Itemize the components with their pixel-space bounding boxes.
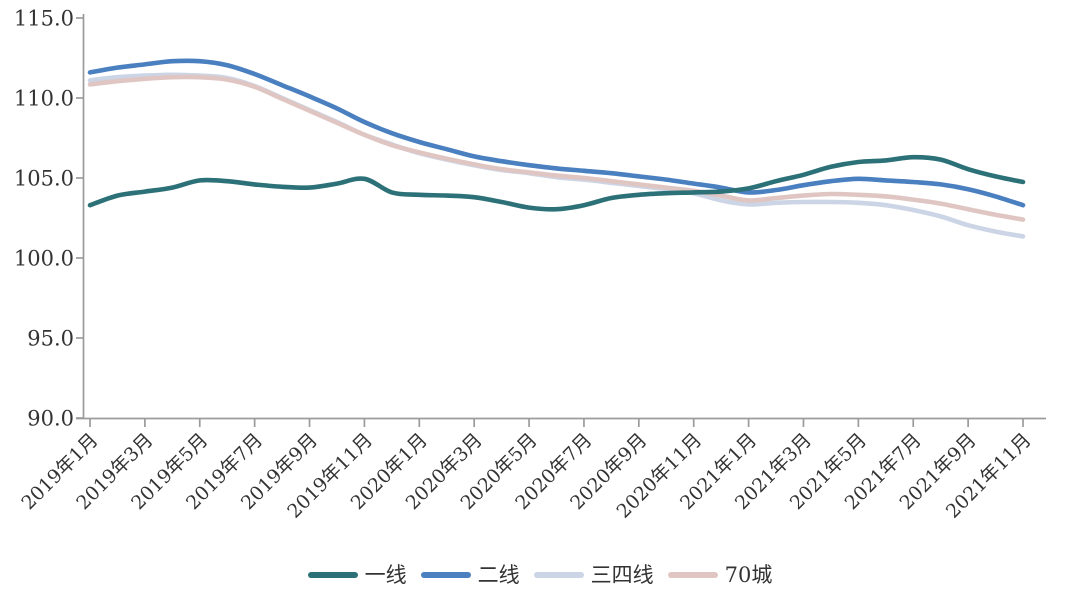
legend-line-swatch-erxian bbox=[420, 572, 471, 578]
y-tick-label: 115.0 bbox=[14, 7, 74, 31]
series-line-erxian bbox=[87, 58, 1026, 208]
series-line-yixian bbox=[87, 154, 1026, 212]
legend-line-swatch-qishicheng bbox=[667, 572, 718, 578]
y-tick-label: 95.0 bbox=[27, 327, 74, 351]
axis-labels: 115.0110.0105.0100.095.090.02019年1月2019年… bbox=[14, 7, 1036, 523]
legend-item-qishicheng: 70城 bbox=[667, 562, 773, 587]
legend-line-swatch-sansixian bbox=[533, 572, 584, 578]
y-tick-label: 110.0 bbox=[14, 87, 74, 111]
axes bbox=[76, 14, 1046, 427]
legend-item-erxian: 二线 bbox=[420, 562, 520, 587]
legend-label: 三四线 bbox=[590, 562, 654, 587]
y-tick-label: 105.0 bbox=[14, 167, 74, 191]
legend-label: 二线 bbox=[477, 562, 520, 587]
legend-label: 70城 bbox=[724, 562, 773, 587]
y-tick-label: 100.0 bbox=[14, 247, 74, 271]
legend-item-sansixian: 三四线 bbox=[533, 562, 654, 587]
series-line-sansixian bbox=[87, 72, 1026, 239]
series-line-qishicheng bbox=[87, 74, 1026, 222]
legend: 一线 二线 三四线 70城 bbox=[0, 555, 1080, 595]
legend-label: 一线 bbox=[364, 562, 407, 587]
y-tick-label: 90.0 bbox=[27, 407, 74, 431]
legend-item-yixian: 一线 bbox=[307, 562, 407, 587]
plot-lines bbox=[87, 58, 1026, 239]
legend-line-swatch-yixian bbox=[307, 572, 358, 578]
